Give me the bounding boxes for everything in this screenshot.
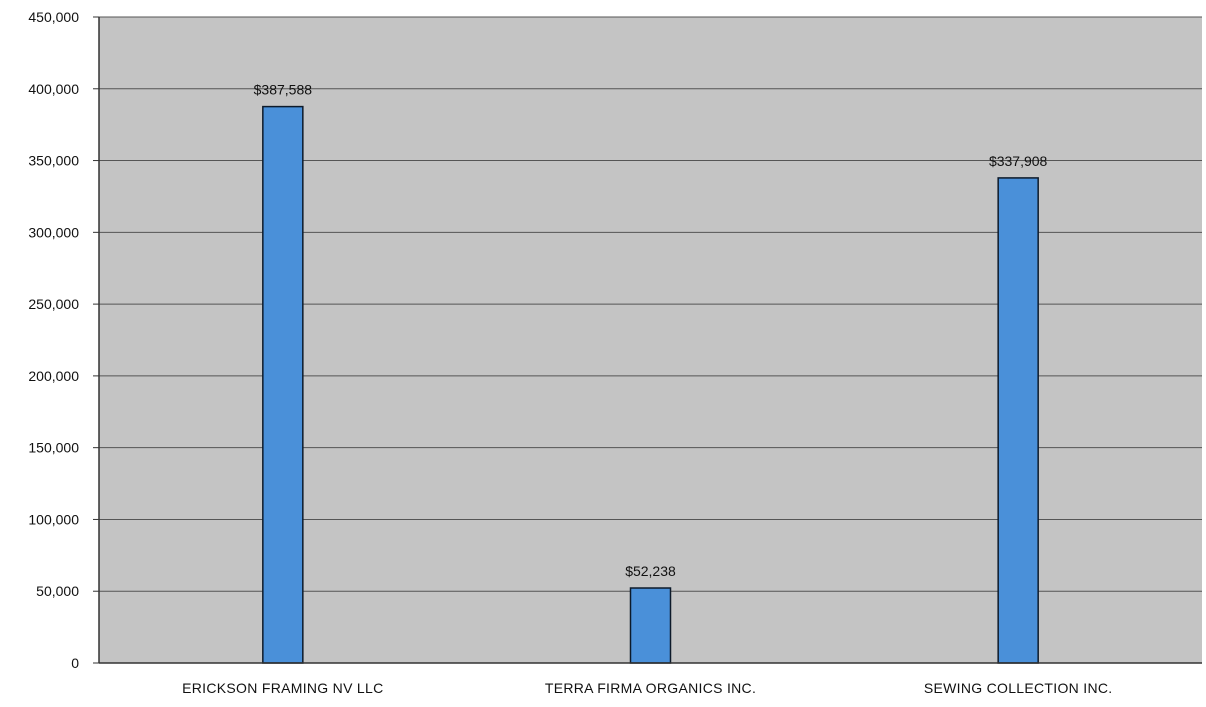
y-axis-ticks: 0 50,000 100,000 150,000 200,000 250,000 300,0… <box>28 9 99 671</box>
bar <box>629 587 672 664</box>
bar <box>997 177 1039 664</box>
y-tick-label: 150,000 <box>28 440 79 456</box>
x-category-label: TERRA FIRMA ORGANICS INC. <box>545 680 756 696</box>
data-label: $387,588 <box>254 82 313 98</box>
y-tick-label: 400,000 <box>28 81 79 97</box>
bars <box>262 105 1039 664</box>
y-tick-label: 50,000 <box>36 583 79 599</box>
y-tick-label: 450,000 <box>28 9 79 25</box>
y-tick-label: 0 <box>71 655 79 671</box>
bar <box>262 105 304 664</box>
x-axis-categories: ERICKSON FRAMING NV LLC TERRA FIRMA ORGAN… <box>182 680 1112 696</box>
data-labels: $387,588 $52,238 $337,908 <box>254 82 1048 579</box>
y-tick-label: 100,000 <box>28 511 79 527</box>
y-tick-label: 250,000 <box>28 296 79 312</box>
y-tick-label: 300,000 <box>28 224 79 240</box>
y-tick-label: 350,000 <box>28 153 79 169</box>
x-category-label: ERICKSON FRAMING NV LLC <box>182 680 383 696</box>
y-tick-label: 200,000 <box>28 368 79 384</box>
data-label: $337,908 <box>989 153 1048 169</box>
data-label: $52,238 <box>625 563 676 579</box>
x-category-label: SEWING COLLECTION INC. <box>924 680 1113 696</box>
